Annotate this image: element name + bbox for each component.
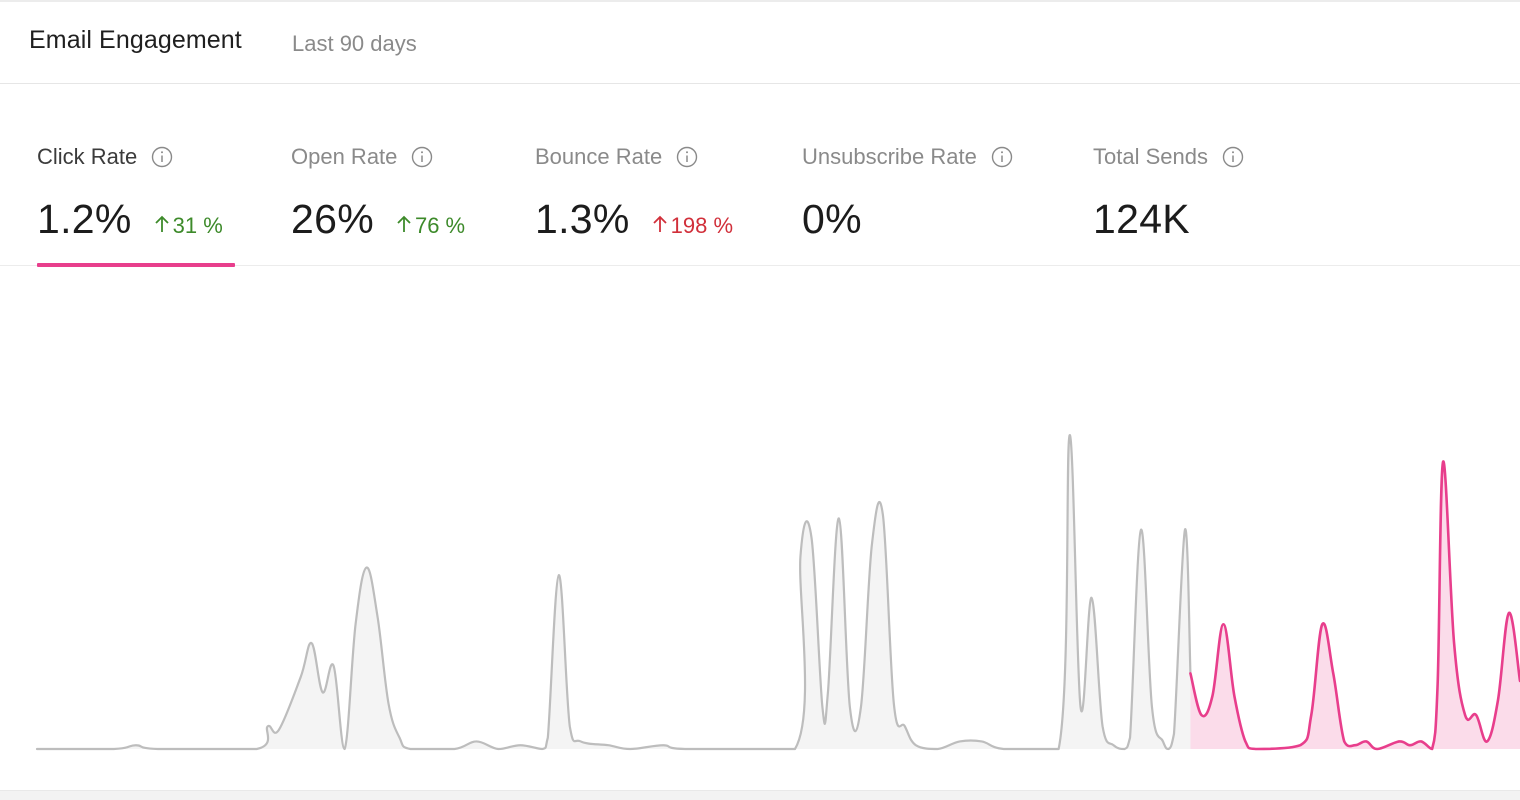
metric-change-value: 198 % [670,213,734,238]
metric-tab-total-sends[interactable]: Total Sends 124K [1093,84,1293,266]
metric-change: 198 % [652,213,733,239]
info-circle-icon[interactable] [676,146,698,168]
metric-change: 31 % [154,213,223,239]
metric-change-value: 31 % [172,213,223,238]
metric-change-value: 76 % [414,213,466,238]
metric-value: 1.2% [37,196,132,242]
arrow-up-icon [155,215,169,232]
info-circle-icon[interactable] [1222,146,1244,168]
metric-change: 76 % [396,213,465,239]
metric-tabs: Click Rate 1.2% 31 % [0,84,1520,267]
metric-tab-click-rate[interactable]: Click Rate 1.2% 31 % [37,84,237,266]
metric-value: 26% [291,196,374,242]
metric-value: 124K [1093,196,1190,242]
metric-label: Click Rate [37,144,138,169]
arrow-up-icon [653,215,667,232]
metric-label: Open Rate [291,144,398,169]
current-period-area [1190,461,1520,749]
page-title: Email Engagement [29,26,242,54]
date-range-label[interactable]: Last 90 days [292,31,417,56]
previous-period-area [37,435,1191,749]
engagement-area-chart[interactable] [0,266,1520,790]
metric-value: 0% [802,196,862,242]
panel-footer [0,790,1520,800]
info-circle-icon[interactable] [151,146,173,168]
panel-header: Email Engagement Last 90 days [0,2,1520,84]
metric-tab-unsubscribe-rate[interactable]: Unsubscribe Rate 0% [802,84,1052,266]
metric-label: Bounce Rate [535,144,663,169]
metric-tab-bounce-rate[interactable]: Bounce Rate 1.3% 198 % [535,84,755,266]
metric-value: 1.3% [535,196,630,242]
arrow-up-icon [397,215,411,232]
info-circle-icon[interactable] [991,146,1013,168]
info-circle-icon[interactable] [411,146,433,168]
current-period-line[interactable] [1189,460,1520,751]
metric-tab-open-rate[interactable]: Open Rate 26% 76 % [291,84,491,266]
metric-label: Unsubscribe Rate [802,144,977,169]
metric-label: Total Sends [1093,144,1208,169]
active-tab-indicator [37,263,235,267]
previous-period-line[interactable] [35,434,1192,751]
